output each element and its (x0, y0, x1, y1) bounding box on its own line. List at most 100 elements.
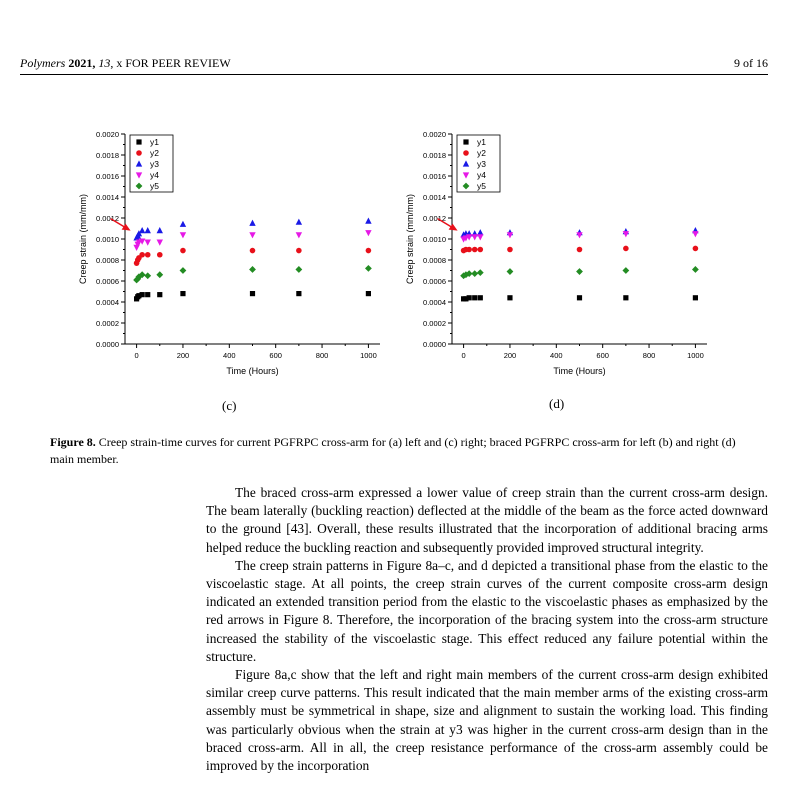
y-axis-title: Creep strain (mm/mm) (405, 194, 415, 284)
data-point (249, 219, 256, 226)
figure-label: Figure 8. (50, 435, 96, 449)
data-point (144, 239, 151, 246)
legend-label: y4 (150, 170, 159, 180)
data-point (249, 232, 256, 239)
caption-text: Creep strain-time curves for current PGF… (50, 435, 736, 466)
data-point (692, 295, 699, 301)
legend-label: y5 (150, 181, 159, 191)
y-tick-label: 0.0006 (96, 277, 119, 286)
red-arrow-head (121, 223, 131, 231)
header-rule (20, 74, 768, 75)
series-y2 (460, 245, 699, 254)
data-point (466, 295, 472, 301)
x-tick-label: 200 (504, 351, 517, 360)
y-tick-label: 0.0016 (96, 172, 119, 181)
x-axis-title: Time (Hours) (553, 366, 605, 376)
red-arrow-head (448, 223, 458, 231)
series-y2 (133, 247, 372, 266)
y-tick-label: 0.0002 (96, 319, 119, 328)
data-point (622, 267, 630, 274)
red-arrow (110, 217, 126, 229)
y-tick-label: 0.0008 (96, 256, 119, 265)
data-point (465, 234, 473, 241)
paragraph-2: The creep strain patterns in Figure 8a–c… (206, 557, 768, 664)
figure-caption: Figure 8. Creep strain-time curves for c… (50, 434, 750, 468)
data-point (138, 271, 146, 279)
legend-label: y5 (477, 181, 486, 191)
data-point (295, 266, 303, 273)
data-point (179, 220, 187, 227)
data-point (507, 295, 513, 301)
review-note: , x FOR PEER REVIEW (110, 56, 231, 70)
data-point (296, 291, 302, 297)
y-tick-label: 0.0008 (423, 256, 446, 265)
legend-marker (136, 150, 142, 156)
x-axis-title: Time (Hours) (226, 366, 278, 376)
legend-marker (462, 172, 470, 179)
legend-marker (135, 172, 143, 179)
body-text: The braced cross-arm expressed a lower v… (206, 484, 768, 775)
series-y1 (460, 295, 699, 302)
data-point (179, 232, 187, 239)
data-point (296, 247, 302, 254)
y-tick-label: 0.0014 (96, 193, 119, 202)
data-point (145, 292, 151, 298)
data-point (365, 217, 372, 224)
data-point (139, 251, 145, 258)
x-tick-label: 0 (462, 351, 466, 360)
x-tick-label: 800 (643, 351, 656, 360)
y-tick-label: 0.0010 (96, 235, 119, 244)
y-tick-label: 0.0018 (96, 151, 119, 160)
data-point (156, 271, 164, 279)
series-y4 (133, 230, 372, 251)
chart-c: 0.0000 0.0002 0.0004 0.0006 0.0008 0.0010 0.00… (78, 130, 380, 376)
y-tick-label: 0.0014 (423, 193, 446, 202)
data-point (692, 266, 699, 273)
data-point (144, 251, 151, 258)
legend-label: y4 (477, 170, 486, 180)
y-tick-label: 0.0004 (423, 298, 446, 307)
y-tick-label: 0.0016 (423, 172, 446, 181)
data-point (365, 247, 372, 254)
legend-marker (463, 150, 469, 156)
series-y5 (133, 265, 372, 284)
data-point (179, 267, 187, 274)
data-point (477, 229, 484, 236)
data-point (365, 291, 372, 297)
data-point (471, 270, 479, 278)
data-point (156, 227, 163, 234)
y-tick-label: 0.0012 (423, 214, 446, 223)
legend-marker (463, 139, 469, 145)
data-point (576, 295, 583, 301)
data-point (138, 238, 146, 245)
x-tick-label: 0 (135, 351, 139, 360)
legend-label: y1 (477, 137, 486, 147)
y-tick-label: 0.0004 (96, 298, 119, 307)
data-point (249, 247, 256, 254)
data-point (365, 230, 372, 237)
data-point (622, 231, 630, 238)
series-y5 (460, 266, 699, 280)
legend-label: y2 (477, 148, 486, 158)
red-arrow (437, 217, 453, 229)
data-point (576, 246, 583, 253)
y-tick-label: 0.0018 (423, 151, 446, 160)
y-tick-label: 0.0000 (423, 340, 446, 349)
data-point (476, 269, 484, 276)
data-point (295, 218, 303, 225)
y-tick-label: 0.0002 (423, 319, 446, 328)
data-point (249, 266, 256, 273)
data-point (477, 246, 484, 253)
data-point (472, 295, 478, 301)
paragraph-3: Figure 8a,c show that the left and right… (206, 667, 768, 774)
panel-label-d: (d) (549, 396, 565, 411)
journal-volume: 13 (98, 56, 111, 70)
data-point (623, 295, 629, 301)
data-point (692, 231, 699, 238)
series-y1 (133, 291, 372, 302)
data-point (156, 239, 163, 246)
data-point (156, 251, 163, 258)
series-y4 (460, 231, 699, 243)
data-point (506, 268, 514, 275)
